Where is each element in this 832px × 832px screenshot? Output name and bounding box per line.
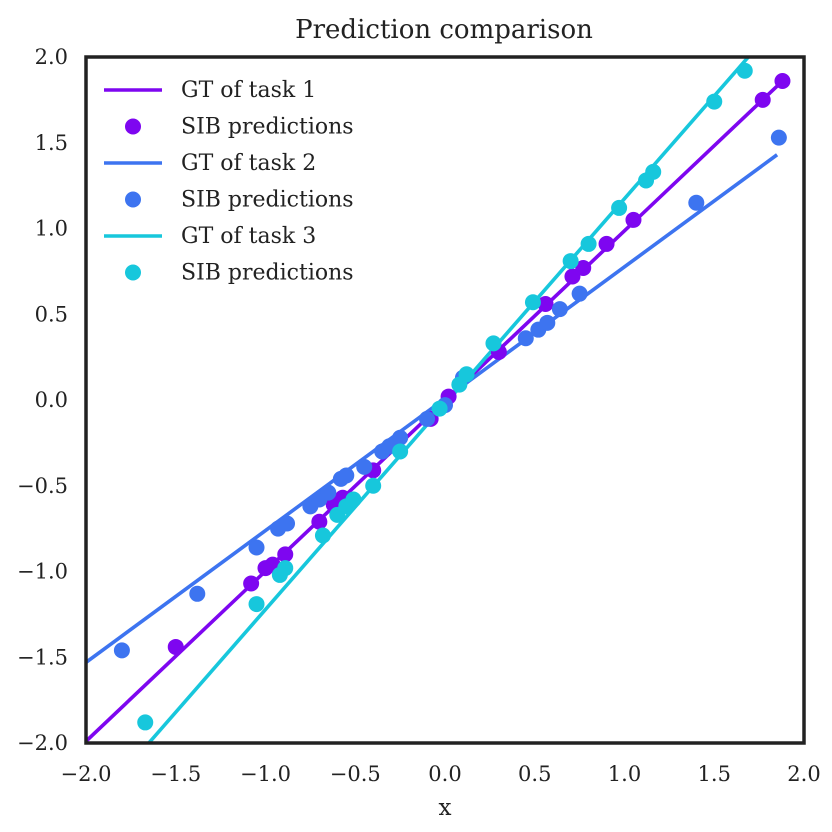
axis-ticks: −2.0 −1.5 −1.0 −0.5 0.0 0.5 1.0 1.5 2.0 2.0 1.5 1.0… — [17, 45, 821, 786]
prediction-point-task-3 — [248, 596, 265, 613]
prediction-point-task-3 — [580, 235, 597, 252]
legend-marker-swatch — [125, 264, 141, 281]
x-tick-label: −1.0 — [240, 762, 291, 786]
x-tick-label: 0.0 — [428, 762, 461, 786]
chart-title: Prediction comparison — [295, 15, 593, 45]
x-tick-label: −1.5 — [150, 762, 201, 786]
legend-entry-label: GT of task 2 — [181, 151, 316, 176]
prediction-point-task-1 — [564, 268, 581, 285]
prediction-point-task-2 — [770, 129, 787, 146]
x-tick-label: 2.0 — [787, 762, 820, 786]
prediction-point-task-2 — [539, 314, 556, 331]
prediction-point-task-3 — [706, 93, 723, 110]
prediction-point-task-1 — [774, 73, 791, 90]
prediction-point-task-1 — [754, 91, 771, 108]
prediction-point-task-1 — [243, 575, 260, 592]
legend-marker-swatch — [125, 191, 141, 208]
prediction-point-task-3 — [458, 366, 475, 383]
prediction-point-task-2 — [392, 429, 409, 446]
gt-line-task-2 — [86, 153, 779, 664]
prediction-point-task-1 — [277, 546, 294, 563]
prediction-point-task-3 — [314, 527, 331, 544]
prediction-point-task-3 — [277, 560, 294, 577]
prediction-point-task-1 — [537, 295, 554, 312]
prediction-point-task-3 — [736, 62, 753, 79]
x-tick-label: 1.0 — [608, 762, 641, 786]
prediction-point-task-3 — [485, 335, 502, 352]
prediction-point-task-2 — [320, 484, 337, 501]
legend-entry-label: GT of task 3 — [181, 224, 316, 249]
legend-entry-label: GT of task 1 — [181, 78, 316, 103]
prediction-point-task-3 — [365, 477, 382, 494]
prediction-point-task-2 — [189, 585, 206, 602]
prediction-point-task-2 — [551, 301, 568, 318]
y-tick-label: 1.5 — [35, 131, 68, 155]
prediction-point-task-2 — [113, 642, 130, 659]
x-tick-label: 0.5 — [518, 762, 551, 786]
plot-area — [86, 57, 791, 743]
prediction-point-task-2 — [356, 458, 373, 475]
prediction-point-task-1 — [625, 211, 642, 228]
x-tick-label: 1.5 — [698, 762, 731, 786]
y-tick-label: −1.0 — [17, 560, 68, 584]
prediction-point-task-2 — [279, 515, 296, 532]
prediction-point-task-3 — [137, 714, 154, 731]
legend-entry-label: SIB predictions — [181, 188, 354, 213]
prediction-point-task-2 — [517, 330, 534, 347]
y-tick-label: 2.0 — [35, 45, 68, 69]
prediction-point-task-1 — [575, 259, 592, 276]
x-tick-label: −0.5 — [330, 762, 381, 786]
prediction-point-task-3 — [645, 163, 662, 180]
prediction-point-task-2 — [571, 285, 588, 302]
y-tick-label: 0.5 — [35, 302, 68, 326]
prediction-point-task-1 — [167, 638, 184, 655]
prediction-point-task-3 — [562, 253, 579, 270]
prediction-point-task-2 — [338, 467, 355, 484]
prediction-point-task-3 — [611, 199, 628, 216]
prediction-point-task-1 — [311, 513, 328, 530]
y-tick-label: −2.0 — [17, 731, 68, 755]
prediction-point-task-2 — [419, 410, 436, 427]
y-tick-label: −1.5 — [17, 645, 68, 669]
y-tick-label: 0.0 — [35, 388, 68, 412]
legend-entry-label: SIB predictions — [181, 261, 354, 286]
legend: GT of task 1 SIB predictions GT of task 2 S… — [104, 78, 354, 286]
prediction-point-task-3 — [345, 491, 362, 508]
prediction-point-task-3 — [524, 294, 541, 311]
prediction-point-task-1 — [598, 235, 615, 252]
y-tick-label: −0.5 — [17, 474, 68, 498]
plot-frame — [84, 55, 806, 745]
y-tick-label: 1.0 — [35, 217, 68, 241]
prediction-point-task-3 — [431, 400, 448, 417]
prediction-point-task-2 — [248, 539, 265, 556]
x-tick-label: −2.0 — [61, 762, 112, 786]
prediction-point-task-3 — [392, 443, 409, 460]
legend-marker-swatch — [125, 118, 141, 135]
legend-entry-label: SIB predictions — [181, 115, 354, 140]
x-axis-label: x — [439, 795, 452, 821]
prediction-point-task-2 — [688, 194, 705, 211]
